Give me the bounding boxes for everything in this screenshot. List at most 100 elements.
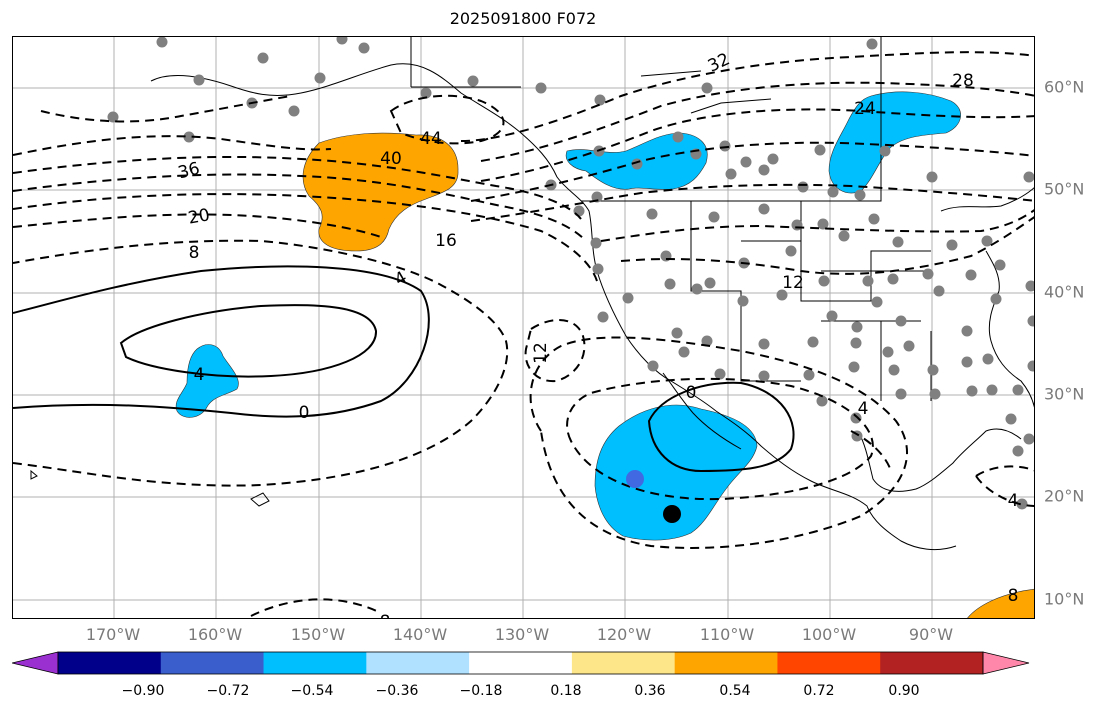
station-marker	[1027, 360, 1034, 372]
coastlines	[30, 37, 1034, 551]
station-marker	[1023, 171, 1034, 183]
station-marker	[926, 171, 938, 183]
lon-label-140w: 140°W	[392, 625, 448, 644]
colorbar-segment	[880, 652, 984, 674]
contour-label: 0	[686, 383, 697, 403]
station-marker	[647, 360, 659, 372]
station-marker	[882, 346, 894, 358]
station-marker	[758, 338, 770, 350]
station-marker	[848, 361, 860, 373]
station-marker	[903, 340, 915, 352]
lon-label-160w: 160°W	[187, 625, 243, 644]
station-marker	[758, 203, 770, 215]
station-marker	[776, 289, 788, 301]
station-marker	[1025, 280, 1034, 292]
station-marker	[708, 211, 720, 223]
station-marker	[1012, 445, 1024, 457]
colorbar-tick: −0.18	[459, 683, 503, 699]
station-marker	[591, 191, 603, 203]
station-marker	[646, 208, 658, 220]
station-marker	[672, 131, 684, 143]
colorbar-tick: −0.54	[290, 683, 334, 699]
contour-label: 44	[420, 129, 442, 149]
colorbar-tick: 0.36	[634, 683, 666, 699]
station-marker	[1005, 413, 1017, 425]
lon-label-90w: 90°W	[908, 625, 954, 644]
center-marker-blue	[626, 470, 644, 488]
map-canvas: 32282444403620168412124004488	[13, 37, 1034, 619]
station-marker	[156, 37, 168, 48]
station-marker	[592, 263, 604, 275]
station-marker	[965, 269, 977, 281]
contour-label: 36	[176, 159, 202, 184]
station-marker	[838, 230, 850, 242]
lon-label-130w: 130°W	[494, 625, 550, 644]
station-marker	[933, 285, 945, 297]
positive-anomaly-gulf-of-alaska	[302, 132, 459, 252]
station-marker	[982, 353, 994, 365]
station-marker	[803, 369, 815, 381]
station-marker	[467, 75, 479, 87]
contour-label: 8	[1008, 586, 1019, 606]
station-marker	[807, 336, 819, 348]
colorbar-tick: −0.72	[206, 683, 250, 699]
station-marker	[336, 37, 348, 45]
station-marker	[678, 346, 690, 358]
negative-anomaly-hudson-bay	[828, 91, 961, 194]
station-marker	[868, 213, 880, 225]
station-marker	[994, 259, 1006, 271]
colorbar-extend-high	[982, 651, 1030, 675]
colorbar-tick: 0.54	[719, 683, 751, 699]
contour-label: 4	[858, 399, 869, 419]
station-marker	[981, 235, 993, 247]
station-marker	[758, 370, 770, 382]
station-marker	[827, 186, 839, 198]
station-marker	[871, 296, 883, 308]
colorbar-segment	[469, 652, 573, 674]
station-marker	[961, 325, 973, 337]
lon-label-150w: 150°W	[290, 625, 346, 644]
station-marker	[1023, 433, 1034, 445]
contour-label: 4	[1008, 491, 1019, 511]
colorbar-segment	[58, 652, 162, 674]
contour-label: 12	[782, 273, 804, 293]
station-marker	[961, 356, 973, 368]
station-marker	[714, 368, 726, 380]
station-marker	[535, 82, 547, 94]
station-marker	[664, 278, 676, 290]
station-marker	[892, 236, 904, 248]
station-marker	[922, 268, 934, 280]
station-marker	[597, 311, 609, 323]
station-marker	[990, 293, 1002, 305]
lat-label-50n: 50°N	[1044, 179, 1085, 199]
colorbar-extend-low	[12, 651, 59, 675]
station-marker	[826, 310, 838, 322]
station-marker	[573, 205, 585, 217]
station-marker	[288, 105, 300, 117]
station-marker	[879, 145, 891, 157]
colorbar-tick: 0.18	[550, 683, 582, 699]
colorbar-segment	[777, 652, 881, 674]
station-marker	[758, 164, 770, 176]
contour-label: 0	[299, 403, 310, 423]
station-marker	[818, 275, 830, 287]
contour-lines	[13, 51, 1034, 617]
negative-anomaly-hawaii-west	[175, 344, 239, 418]
center-marker-black	[663, 505, 681, 523]
lon-label-100w: 100°W	[801, 625, 857, 644]
lon-label-170w: 170°W	[85, 625, 141, 644]
negative-anomaly-mexico	[594, 404, 758, 541]
colorbar-segment	[366, 652, 470, 674]
contour-label: 20	[187, 205, 212, 228]
colorbar-tick: 0.72	[803, 683, 835, 699]
lat-label-20n: 20°N	[1044, 486, 1085, 506]
contour-label: 4	[194, 365, 205, 385]
station-marker	[797, 181, 809, 193]
contour-solid-0-west	[13, 265, 430, 418]
station-marker	[183, 131, 195, 143]
station-marker	[895, 388, 907, 400]
contour-label: 8	[380, 612, 391, 619]
station-marker	[590, 237, 602, 249]
station-marker	[986, 384, 998, 396]
station-marker	[866, 38, 878, 50]
